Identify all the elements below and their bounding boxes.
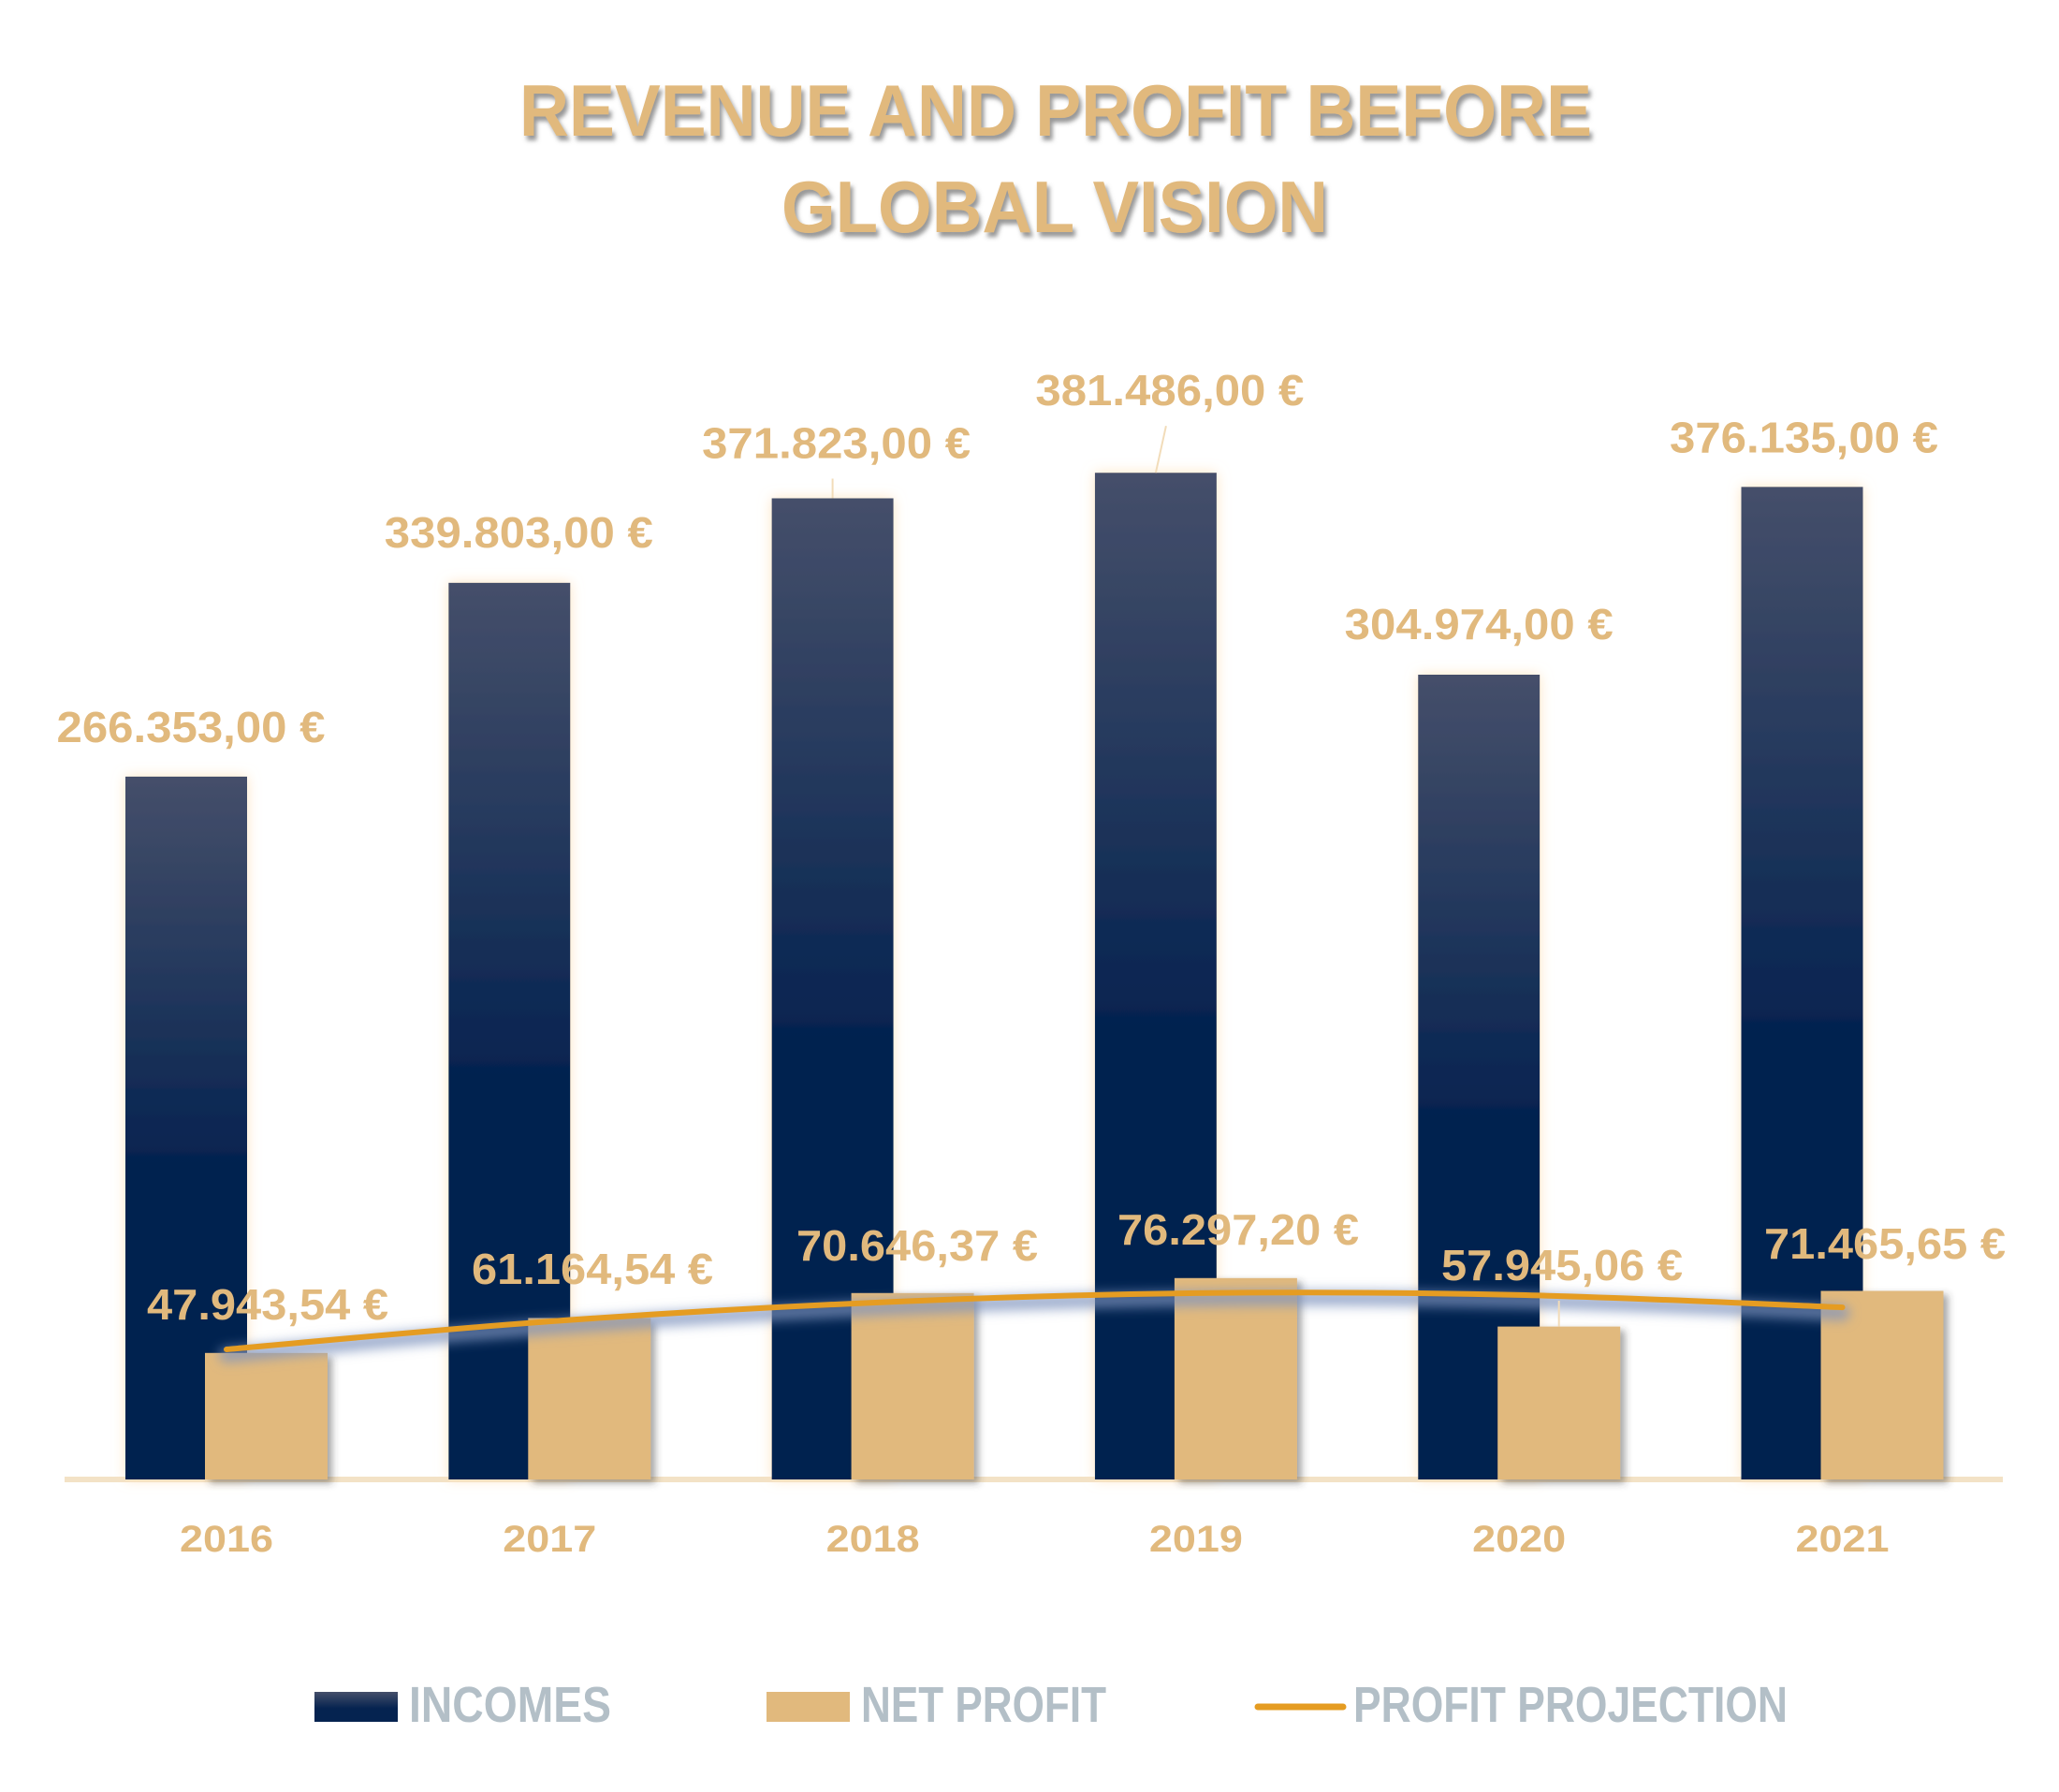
x-tick-label-2021: 2021 (1796, 1519, 1890, 1560)
chart-title-line-2: GLOBAL VISION (781, 166, 1328, 248)
data-label-incomes-2017: 339.803,00 € (385, 508, 653, 557)
legend-item-incomes[interactable]: INCOMES (314, 1677, 611, 1733)
data-label-incomes-2021: 376.135,00 € (1670, 413, 1938, 461)
legend-swatch-incomes (314, 1692, 398, 1722)
legend-item-net-profit[interactable]: NET PROFIT (767, 1677, 1106, 1733)
bar-net-profit-2020 (1497, 1326, 1621, 1479)
legend-item-profit-projection[interactable]: PROFIT PROJECTION (1254, 1677, 1788, 1733)
labels-layer: 266.353,00 € 47.943,54 € 339.803,00 € 61.16… (57, 366, 2007, 1329)
bars-layer (125, 473, 1944, 1480)
chart-title-line-1: REVENUE AND PROFIT BEFORE (519, 69, 1592, 152)
data-label-incomes-2020: 304.974,00 € (1345, 600, 1614, 648)
data-label-net-profit-2021: 71.465,65 € (1764, 1219, 2006, 1268)
data-label-incomes-2018: 371.823,00 € (702, 419, 971, 468)
legend-label-profit-projection: PROFIT PROJECTION (1353, 1677, 1788, 1733)
x-tick-label-2017: 2017 (503, 1519, 596, 1560)
data-label-incomes-2019: 381.486,00 € (1035, 366, 1304, 415)
data-label-net-profit-2016: 47.943,54 € (147, 1280, 388, 1329)
chart-title: REVENUE AND PROFIT BEFORE GLOBAL VISION (519, 69, 1592, 248)
trend-layer (219, 1289, 1850, 1362)
data-label-net-profit-2018: 70.646,37 € (796, 1221, 1038, 1270)
legend: INCOMES NET PROFIT PROFIT PROJECTION (314, 1677, 1788, 1733)
legend-swatch-net-profit (767, 1692, 850, 1722)
legend-label-net-profit: NET PROFIT (861, 1677, 1106, 1733)
x-tick-labels: 2016 2017 2018 2019 2020 2021 (180, 1519, 1890, 1560)
bar-net-profit-2019 (1174, 1277, 1297, 1479)
data-label-incomes-2016: 266.353,00 € (57, 703, 326, 751)
x-axis-line (65, 1477, 2003, 1482)
x-tick-label-2016: 2016 (180, 1519, 273, 1560)
bar-net-profit-2017 (528, 1318, 651, 1479)
legend-label-incomes: INCOMES (409, 1677, 611, 1733)
trendline-profit-projection (224, 1289, 1846, 1352)
x-tick-label-2020: 2020 (1472, 1519, 1566, 1560)
data-label-net-profit-2020: 57.945,06 € (1441, 1241, 1683, 1289)
bar-net-profit-2016 (205, 1352, 328, 1479)
data-label-net-profit-2017: 61.164,54 € (472, 1245, 713, 1293)
bar-net-profit-2018 (851, 1292, 974, 1479)
x-tick-label-2018: 2018 (826, 1519, 920, 1560)
data-label-net-profit-2019: 76.297,20 € (1117, 1205, 1359, 1254)
trendline-glow (219, 1290, 1850, 1362)
x-tick-label-2019: 2019 (1149, 1519, 1243, 1560)
leader-line-incomes-2019 (1154, 425, 1167, 473)
bar-net-profit-2021 (1820, 1290, 1944, 1479)
